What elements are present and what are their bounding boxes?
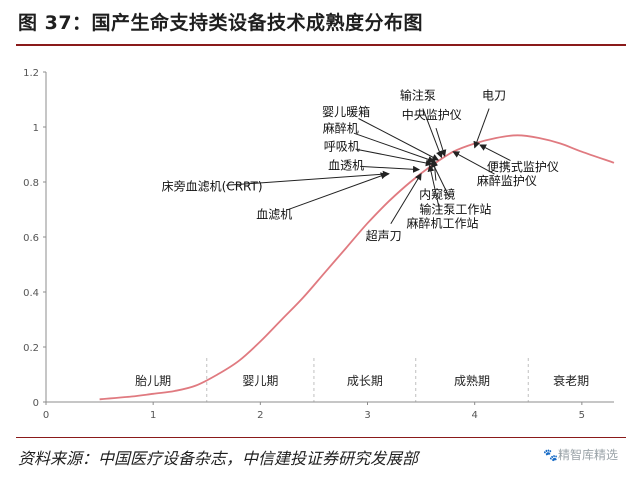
stage-label: 婴儿期 [242,374,278,388]
x-tick-label: 1 [150,410,156,421]
device-label: 输注泵 [400,88,436,103]
device-arrow [355,148,433,167]
watermark: 🐾精智库精选 [543,448,618,462]
y-tick-label: 0.2 [23,343,39,354]
y-tick-label: 0.4 [23,288,39,299]
device-arrow [226,170,390,186]
device-label: 中央监护仪 [402,107,462,122]
x-tick-label: 5 [579,410,585,421]
device-label: 麻醉机工作站 [407,215,479,230]
device-label: 电刀 [482,89,506,103]
stage-label: 衰老期 [553,373,589,388]
device-arrow [435,127,447,157]
device-arrow [479,144,511,162]
device-label: 床旁血滤机(CRRT) [162,178,263,193]
device-arrow [452,151,495,175]
x-tick-label: 0 [43,410,49,421]
device-label: 超声刀 [366,228,402,243]
device-arrow [431,160,450,198]
y-tick-label: 1.2 [23,68,39,79]
device-label: 婴儿暖箱 [322,104,370,119]
y-tick-label: 0.8 [23,178,39,189]
device-arrow [360,165,420,173]
y-tick-label: 1 [33,123,39,134]
stage-label: 成长期 [347,374,383,388]
figure-title: 图 37：国产生命支持类设备技术成熟度分布图 [18,12,424,34]
device-arrow [473,108,490,149]
device-label: 血滤机 [256,208,292,222]
source-note: 资料来源：中国医疗设备杂志，中信建投证券研究发展部 [18,449,419,468]
y-tick-label: 0 [33,398,39,409]
device-arrow [422,108,443,159]
stage-label: 成熟期 [454,373,490,388]
maturity-curve [99,134,615,401]
device-label: 麻醉监护仪 [477,173,537,188]
y-tick-label: 0.6 [23,233,39,244]
stage-label: 胎儿期 [135,374,171,388]
x-tick-label: 4 [471,410,477,421]
source-divider [16,437,626,438]
device-label: 呼吸机 [324,139,360,153]
device-arrow [358,118,440,161]
title-divider [16,44,626,46]
device-label: 麻醉机 [323,121,359,136]
device-arrow [287,172,388,211]
x-tick-label: 2 [257,410,263,421]
device-arrow [427,164,440,210]
device-label: 血透机 [328,159,364,173]
device-arrow [390,172,422,225]
device-arrow [353,132,435,163]
x-tick-label: 3 [364,410,370,421]
device-label: 输注泵工作站 [419,202,491,217]
device-label: 便携式监护仪 [487,159,559,174]
